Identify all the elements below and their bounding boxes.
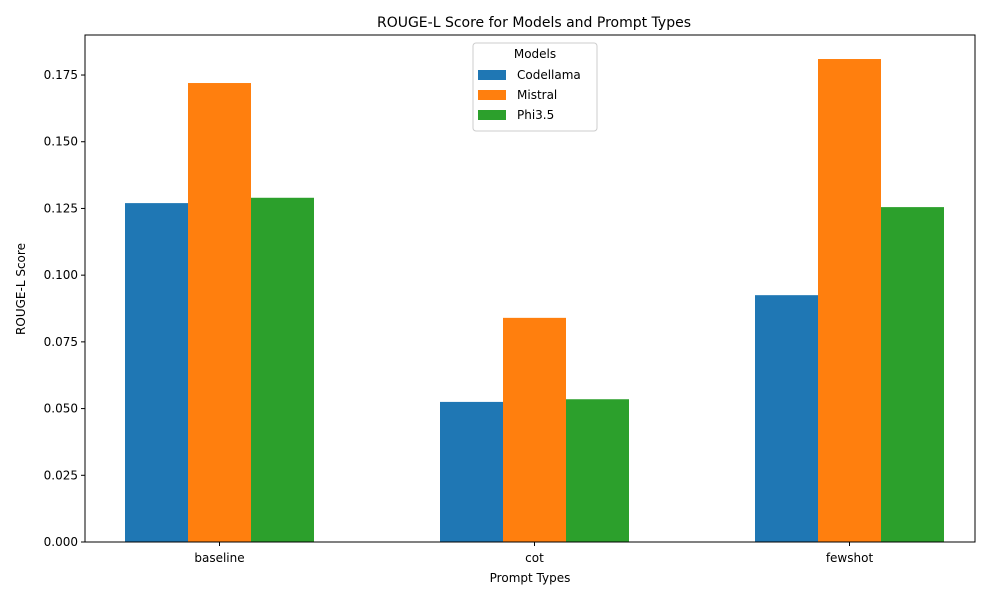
- y-axis-title: ROUGE-L Score: [14, 243, 28, 335]
- y-tick-label: 0.075: [44, 335, 78, 349]
- legend-items: Codellama Mistral Phi3.5: [478, 68, 581, 122]
- bar-mistral-fewshot: [818, 59, 881, 543]
- y-tick-label: 0.050: [44, 402, 78, 416]
- bar-phi35-cot: [566, 399, 629, 542]
- legend-swatch-codellama: [478, 70, 506, 80]
- legend-box: [472, 42, 598, 132]
- bar-phi35-fewshot: [881, 207, 944, 543]
- legend-label-mistral: Mistral: [517, 88, 557, 102]
- y-tick-label: 0.000: [44, 535, 78, 549]
- bar-phi35-baseline: [251, 197, 314, 542]
- bar-mistral-cot: [503, 317, 566, 542]
- chart-title: ROUGE-L Score for Models and Prompt Type…: [377, 15, 691, 31]
- legend-label-codellama: Codellama: [517, 68, 581, 82]
- legend-swatch-mistral: [478, 90, 506, 100]
- plot-frame: [84, 34, 976, 543]
- x-axis: baseline cot fewshot: [194, 542, 873, 565]
- bar-codellama-fewshot: [755, 295, 818, 542]
- y-tick-label: 0.175: [44, 68, 78, 82]
- y-axis: 0.000 0.025 0.050 0.075 0.100 0.125 0.150 0.175: [44, 68, 85, 549]
- x-tick-label-baseline: baseline: [194, 551, 244, 565]
- legend: Models Codellama Mistral Phi3.5: [472, 42, 598, 132]
- x-tick-label-fewshot: fewshot: [826, 551, 874, 565]
- x-axis-title: Prompt Types: [490, 571, 571, 585]
- y-tick-label: 0.125: [44, 201, 78, 215]
- legend-swatch-phi35: [478, 110, 506, 120]
- bars-group: [125, 59, 944, 543]
- legend-title: Models: [514, 47, 556, 61]
- bar-mistral-baseline: [188, 83, 251, 542]
- legend-label-phi35: Phi3.5: [517, 108, 554, 122]
- bar-codellama-cot: [440, 401, 503, 542]
- x-tick-label-cot: cot: [525, 551, 544, 565]
- bar-codellama-baseline: [125, 203, 188, 543]
- y-tick-label: 0.100: [44, 268, 78, 282]
- y-tick-label: 0.150: [44, 135, 78, 149]
- y-tick-label: 0.025: [44, 468, 78, 482]
